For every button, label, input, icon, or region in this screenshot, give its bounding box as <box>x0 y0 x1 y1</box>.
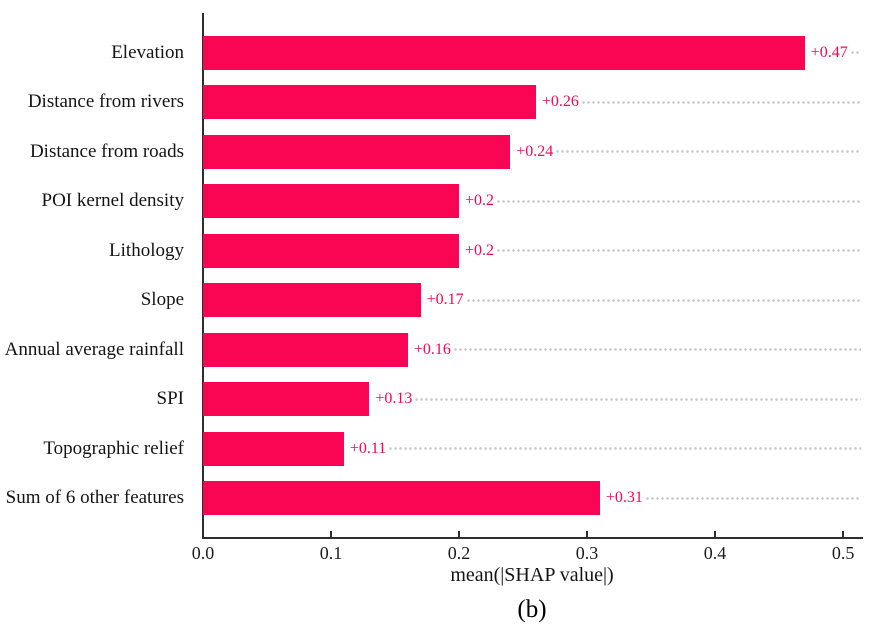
bar <box>203 332 408 367</box>
leader-dotted-line <box>497 249 861 253</box>
category-label: Topographic relief <box>43 437 184 459</box>
category-label: Annual average rainfall <box>4 338 184 360</box>
bar <box>203 35 805 70</box>
bar <box>203 382 370 417</box>
category-label: Elevation <box>111 41 184 63</box>
y-axis-spine <box>202 13 204 539</box>
bar-area: +0.2 <box>203 177 861 227</box>
bar-row: Sum of 6 other features +0.31 <box>0 474 861 524</box>
leader-dotted-line <box>581 100 861 104</box>
bar <box>203 283 421 318</box>
leader-dotted-line <box>850 51 861 55</box>
bar-row: Distance from roads +0.24 <box>0 127 861 177</box>
x-tick-label: 0.5 <box>831 543 855 563</box>
category-label: Lithology <box>109 239 184 261</box>
bar-area: +0.47 <box>203 28 861 78</box>
bar-row: SPI +0.13 <box>0 375 861 425</box>
bar <box>203 431 344 466</box>
x-axis-tick-labels: 0.0 0.1 0.2 0.3 0.4 0.5 <box>192 543 861 563</box>
bar-area: +0.16 <box>203 325 861 375</box>
bar-area: +0.2 <box>203 226 861 276</box>
category-label: POI kernel density <box>41 190 184 212</box>
bar-value-label: +0.24 <box>516 142 554 160</box>
leader-dotted-line <box>556 150 861 154</box>
bar <box>203 481 600 516</box>
category-label: Sum of 6 other features <box>5 487 184 509</box>
bar-value-label: +0.2 <box>465 241 495 259</box>
leader-dotted-line <box>415 397 861 401</box>
bar-row: Distance from rivers +0.26 <box>0 78 861 128</box>
category-label: Distance from roads <box>29 140 184 162</box>
x-tick-label: 0.2 <box>447 543 471 563</box>
category-label: Distance from rivers <box>27 91 184 113</box>
bar-value-label: +0.11 <box>349 439 387 457</box>
bar <box>203 184 460 219</box>
bar-area: +0.31 <box>203 474 861 524</box>
bar-value-label: +0.16 <box>413 340 451 358</box>
bar-area: +0.11 <box>203 424 861 474</box>
bar-row: Lithology +0.2 <box>0 226 861 276</box>
leader-dotted-line <box>389 447 861 451</box>
bar <box>203 233 460 268</box>
leader-dotted-line <box>453 348 861 352</box>
leader-dotted-line <box>466 298 861 302</box>
bar-row: Elevation +0.47 <box>0 28 861 78</box>
category-label: Slope <box>140 289 184 311</box>
bar-rows: Elevation +0.47 Distance from rivers +0.… <box>0 28 861 523</box>
bar-value-label: +0.2 <box>465 192 495 210</box>
bar-value-label: +0.13 <box>375 390 413 408</box>
x-tick-label: 0.4 <box>703 543 727 563</box>
category-label: SPI <box>156 388 184 410</box>
bar-value-label: +0.17 <box>426 291 464 309</box>
x-tick-label: 0.0 <box>191 543 215 563</box>
figure-caption: (b) <box>517 596 547 623</box>
leader-dotted-line <box>645 496 861 500</box>
x-tick-label: 0.1 <box>319 543 343 563</box>
bar-row: Slope +0.17 <box>0 276 861 326</box>
bar-value-label: +0.47 <box>810 43 848 61</box>
x-tick-label: 0.3 <box>575 543 599 563</box>
bar <box>203 134 511 169</box>
bar-area: +0.24 <box>203 127 861 177</box>
bar-value-label: +0.31 <box>605 489 643 507</box>
bar-value-label: +0.26 <box>541 93 579 111</box>
bar-row: POI kernel density +0.2 <box>0 177 861 227</box>
bar-area: +0.17 <box>203 276 861 326</box>
bar-area: +0.26 <box>203 78 861 128</box>
bar-row: Annual average rainfall +0.16 <box>0 325 861 375</box>
bar-area: +0.13 <box>203 375 861 425</box>
leader-dotted-line <box>497 199 861 203</box>
bar <box>203 85 536 120</box>
x-axis-spine <box>202 537 863 539</box>
x-axis-title: mean(|SHAP value|) <box>450 564 614 586</box>
bar-row: Topographic relief +0.11 <box>0 424 861 474</box>
